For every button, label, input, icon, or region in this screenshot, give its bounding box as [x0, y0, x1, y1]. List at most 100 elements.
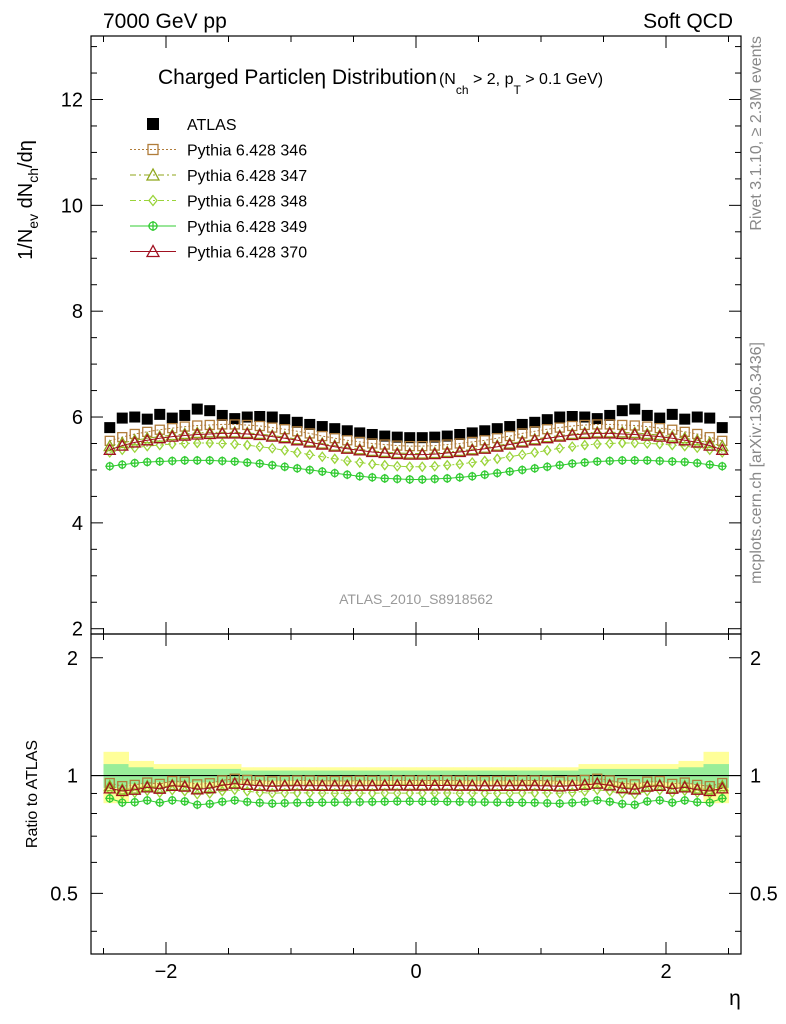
ratio-point [530, 787, 540, 799]
data-point [192, 455, 202, 465]
ratio-point [403, 778, 417, 791]
data-point [504, 421, 516, 433]
data-point [267, 460, 277, 470]
data-point [504, 430, 515, 442]
ratio-point [455, 797, 465, 807]
data-point [265, 429, 279, 442]
data-point [365, 445, 379, 458]
data-point [242, 439, 252, 451]
data-point [103, 439, 117, 452]
data-point [679, 413, 691, 425]
ratio-point [365, 778, 379, 791]
ratio-point [115, 784, 129, 797]
data-point [555, 442, 565, 454]
legend-marker [147, 143, 159, 156]
ratio-point [242, 797, 252, 807]
series-line [109, 442, 723, 468]
data-point [267, 442, 277, 454]
ratio-point [642, 785, 652, 797]
data-point [380, 459, 390, 471]
ratio-point [367, 775, 378, 786]
ratio-point [355, 797, 365, 807]
data-point [316, 421, 328, 433]
data-point [292, 446, 302, 459]
data-point [441, 430, 453, 442]
legend-label: Pythia 6.428 347 [187, 168, 307, 185]
data-point [130, 458, 140, 468]
ratio-point [430, 796, 440, 806]
y-tick-label: 12 [61, 90, 83, 112]
data-point [692, 458, 702, 468]
ratio-point [367, 797, 377, 807]
data-point [117, 460, 127, 470]
ratio-point [490, 779, 504, 792]
data-point [717, 446, 727, 459]
y-tick-label: 2 [72, 619, 83, 641]
data-point [367, 458, 377, 470]
data-point [165, 429, 179, 442]
x-axis-label: η [729, 987, 741, 1010]
data-point [553, 429, 567, 442]
header-category: Soft QCD [643, 10, 733, 33]
ratio-point [303, 778, 317, 791]
data-point [255, 459, 265, 469]
data-point [704, 412, 716, 424]
ratio-point [578, 778, 592, 791]
ratio-point [280, 798, 290, 808]
data-point [541, 414, 553, 426]
ratio-point [603, 778, 617, 791]
data-point [605, 437, 615, 450]
ratio-y-axis-label: Ratio to ATLAS [24, 740, 41, 848]
data-point [654, 422, 665, 434]
data-point [342, 435, 353, 446]
data-point [617, 437, 627, 449]
ratio-point [267, 787, 277, 799]
data-point [315, 437, 329, 450]
ratio-point [653, 778, 667, 791]
data-point [516, 418, 528, 430]
data-point [605, 456, 615, 466]
ratio-point [690, 782, 704, 795]
ratio-series-349 [105, 793, 727, 810]
data-point [167, 438, 177, 450]
ratio-point [142, 795, 152, 805]
data-point [141, 413, 153, 425]
data-point [205, 455, 215, 465]
data-point [329, 433, 340, 444]
data-point [515, 435, 529, 448]
data-point [467, 471, 477, 481]
data-point [666, 408, 678, 420]
data-point [655, 438, 665, 450]
series-pythia-349 [105, 455, 727, 484]
ylabel-part-3: dN [15, 183, 37, 214]
ratio-point [353, 778, 367, 791]
data-point [166, 412, 178, 424]
ratio-point [630, 788, 640, 800]
data-point [592, 438, 602, 450]
y-tick-label: 4 [72, 513, 83, 535]
ratio-point [517, 787, 527, 799]
data-point [492, 453, 502, 465]
title-cut-end: > 0.1 GeV) [521, 71, 603, 88]
main-plot-title: Charged Particleη Distribution (Nch > 2, … [158, 66, 603, 97]
data-point [280, 444, 290, 456]
ratio-point [292, 775, 303, 786]
data-point [230, 438, 240, 450]
ratio-point [642, 796, 652, 806]
data-point [455, 458, 465, 470]
data-point [490, 439, 504, 452]
data-point [580, 458, 590, 468]
legend-marker [148, 221, 158, 231]
series-pythia-347 [103, 425, 729, 459]
data-point [191, 403, 203, 415]
data-point [317, 467, 327, 477]
ratio-point [417, 796, 427, 806]
data-point [480, 470, 490, 480]
data-point [454, 438, 465, 449]
data-point [392, 460, 402, 472]
data-point [429, 431, 441, 443]
data-point [641, 409, 653, 421]
data-point [478, 441, 492, 454]
analysis-watermark: ATLAS_2010_S8918562 [339, 591, 493, 607]
header-energy: 7000 GeV pp [103, 10, 227, 33]
